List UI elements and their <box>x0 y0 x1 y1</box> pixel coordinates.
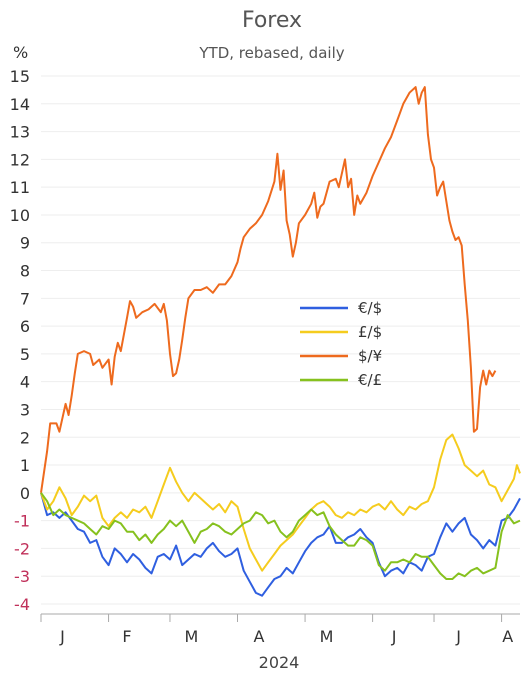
y-tick-label: 4 <box>20 373 30 392</box>
y-tick-label: 11 <box>10 178 30 197</box>
x-tick-label: A <box>502 627 513 646</box>
series-line-1 <box>40 433 521 572</box>
gridlines <box>41 75 520 605</box>
x-tick-label: M <box>185 627 199 646</box>
y-tick-label: 2 <box>20 428 30 447</box>
y-tick-label: 1 <box>20 456 30 475</box>
series-line-2 <box>40 86 497 493</box>
y-tick-label: 6 <box>20 317 30 336</box>
legend-label: €/£ <box>358 371 382 389</box>
y-tick-label: 0 <box>20 484 30 503</box>
y-tick-label: 8 <box>20 262 30 281</box>
y-tick-label: 9 <box>20 234 30 253</box>
y-tick-label: -3 <box>14 567 30 586</box>
y-tick-label: 14 <box>10 95 30 114</box>
legend: €/$ £/$ $/¥ €/£ <box>300 299 382 389</box>
series-lines <box>40 86 521 597</box>
y-tick-label: 13 <box>10 123 30 142</box>
legend-label: £/$ <box>358 323 382 341</box>
y-tick-label: -1 <box>14 512 30 531</box>
x-tick-label: A <box>254 627 265 646</box>
x-tick-label: M <box>320 627 334 646</box>
y-tick-label: 15 <box>10 67 30 86</box>
legend-label: $/¥ <box>358 347 382 365</box>
series-line-0 <box>40 492 521 597</box>
y-tick-label: 5 <box>20 345 30 364</box>
y-axis-unit: % <box>13 43 28 62</box>
y-tick-label: 3 <box>20 400 30 419</box>
y-tick-label: -2 <box>14 539 30 558</box>
y-tick-label: 10 <box>10 206 30 225</box>
x-tick-label: J <box>455 627 461 646</box>
chart-subtitle: YTD, rebased, daily <box>198 44 344 62</box>
y-tick-label: 12 <box>10 150 30 169</box>
y-tick-label: -4 <box>14 595 30 614</box>
y-tick-label: 7 <box>20 289 30 308</box>
x-tick-label: J <box>59 627 65 646</box>
x-tick-label: F <box>122 627 131 646</box>
series-line-3 <box>40 492 521 580</box>
legend-label: €/$ <box>358 299 382 317</box>
x-axis-year-label: 2024 <box>259 653 300 672</box>
chart-title: Forex <box>242 8 302 33</box>
x-tick-label: J <box>391 627 397 646</box>
